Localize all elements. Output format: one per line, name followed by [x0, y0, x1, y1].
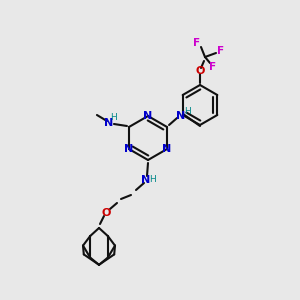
Text: O: O [101, 208, 111, 218]
Text: N: N [104, 118, 114, 128]
Text: N: N [143, 111, 153, 121]
Text: N: N [162, 144, 172, 154]
Text: N: N [124, 144, 134, 154]
Text: F: F [194, 38, 201, 48]
Text: O: O [195, 66, 205, 76]
Text: H: H [148, 175, 155, 184]
Text: F: F [209, 62, 217, 72]
Text: H: H [111, 113, 117, 122]
Text: H: H [184, 106, 190, 116]
Text: N: N [141, 175, 151, 185]
Text: N: N [176, 111, 186, 121]
Text: F: F [218, 46, 225, 56]
